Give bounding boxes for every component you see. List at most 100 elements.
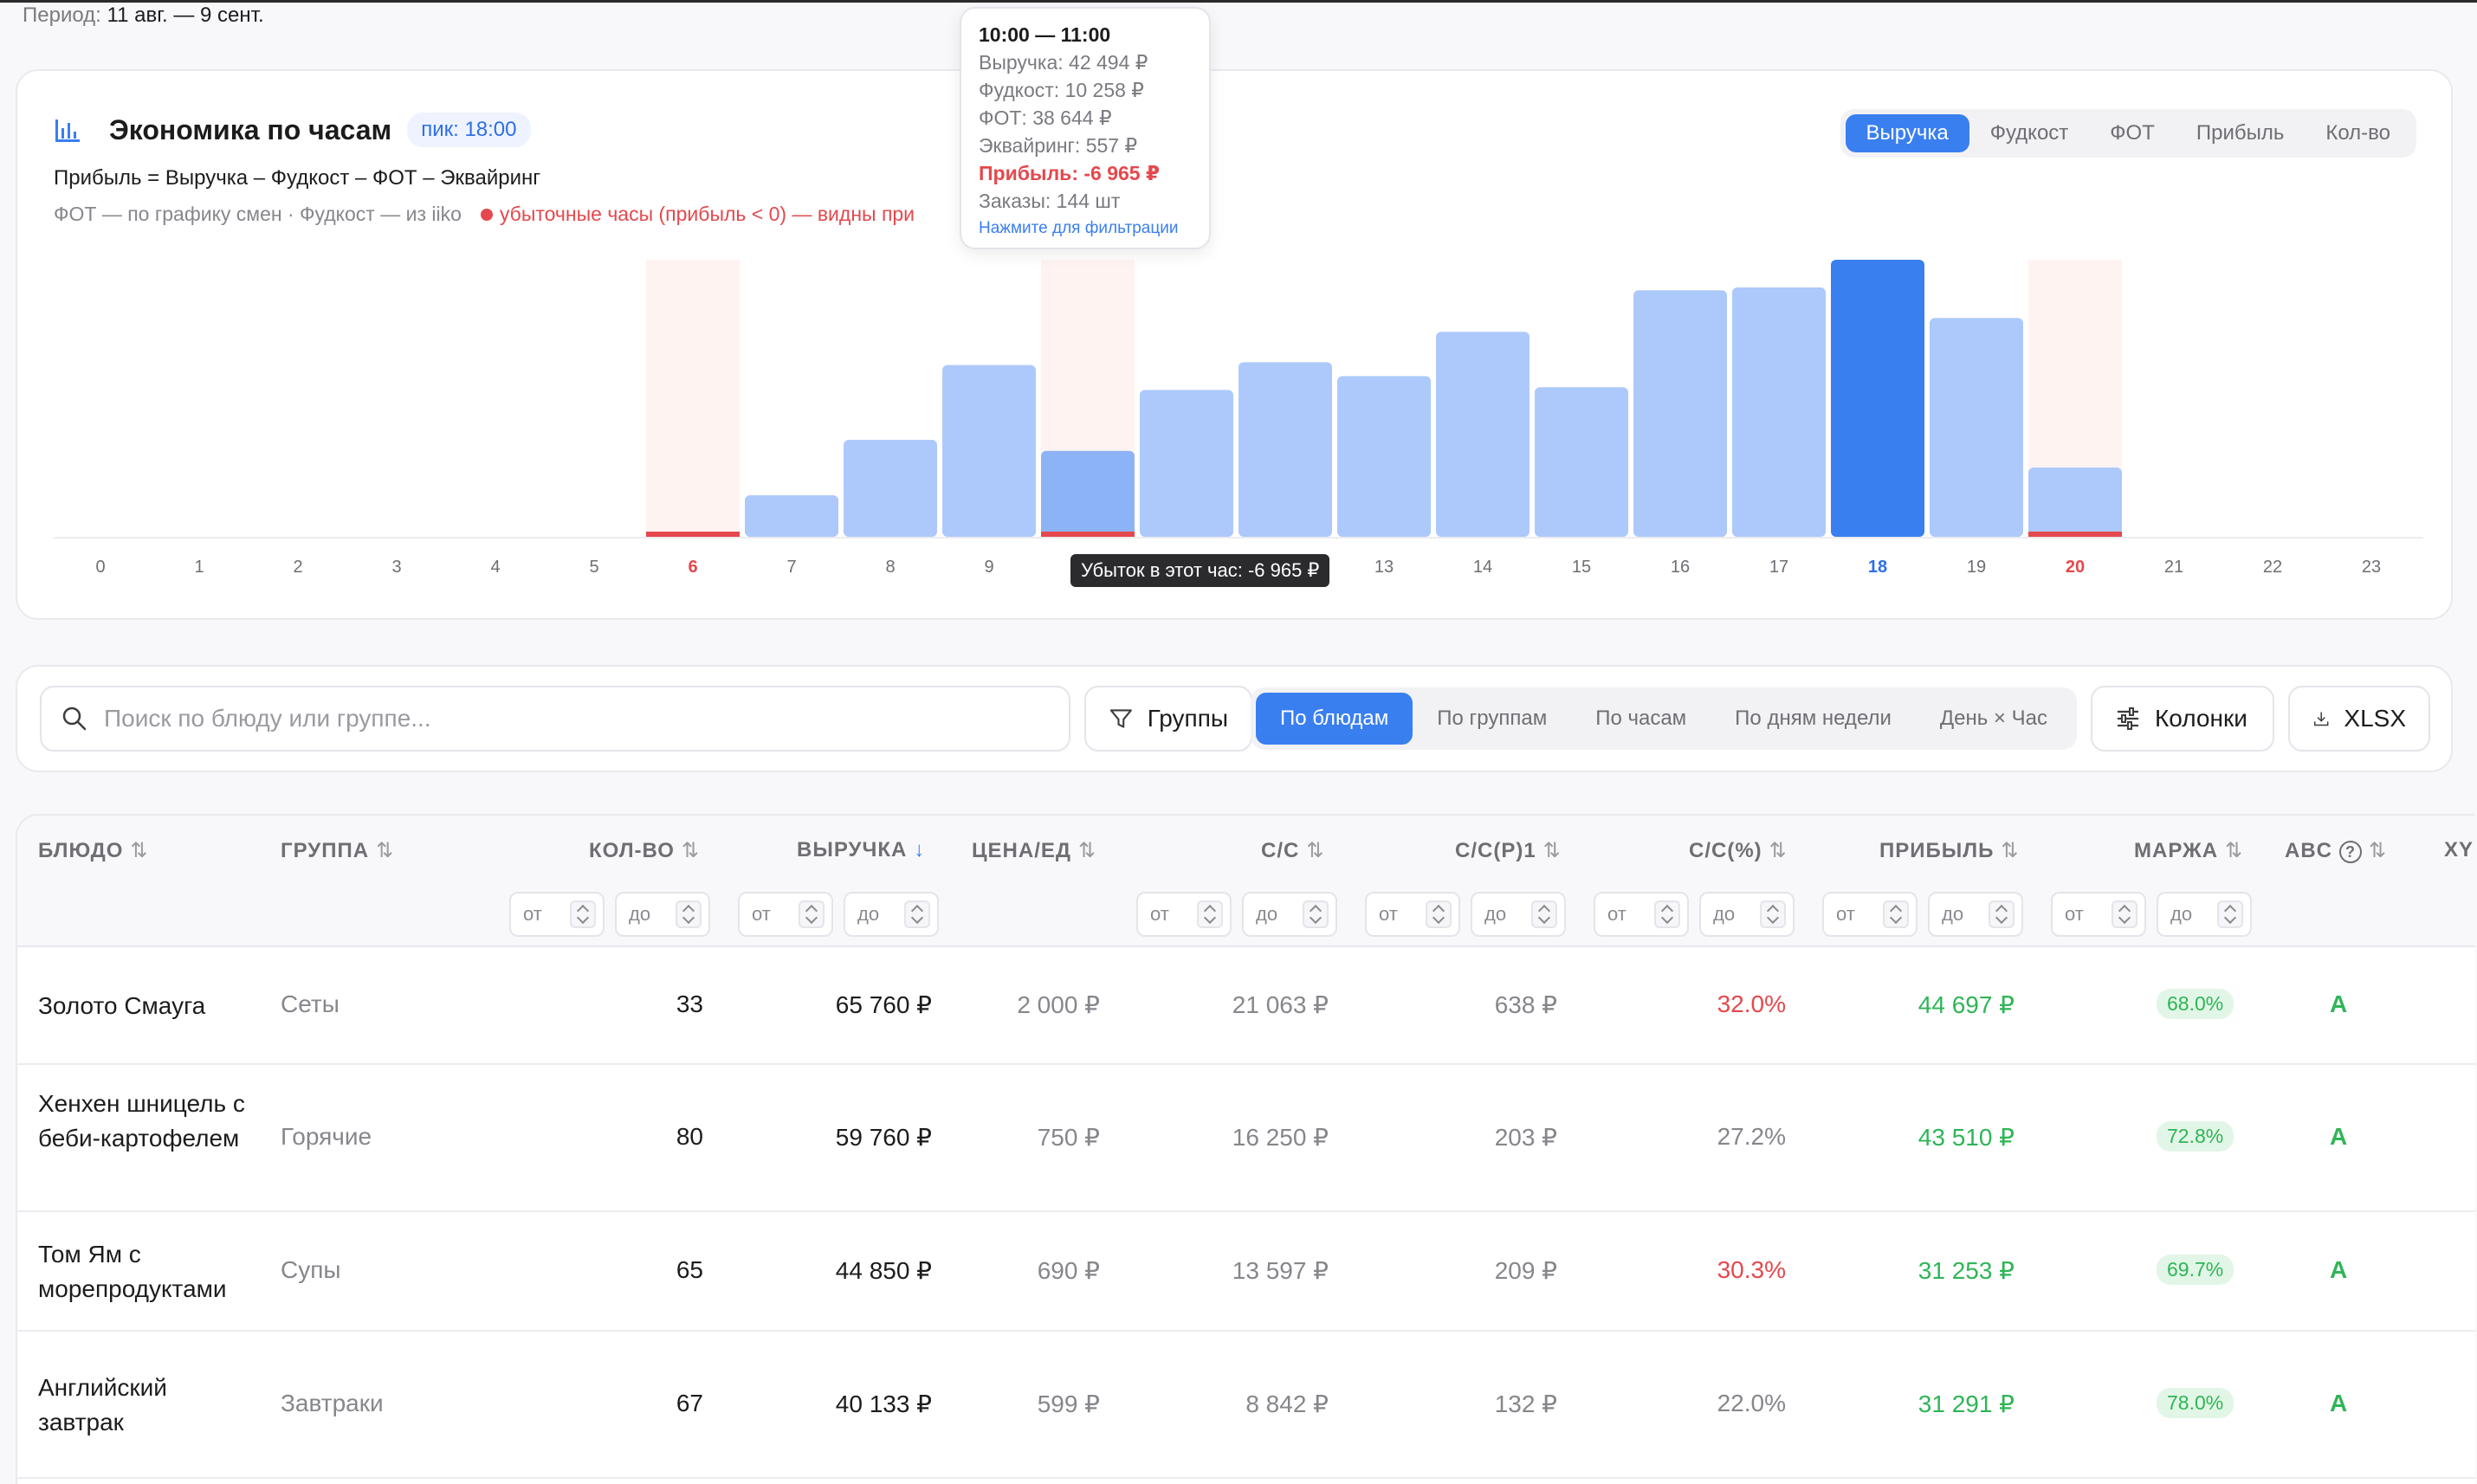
bar-hour-14 [1436, 332, 1530, 537]
search-box[interactable] [40, 686, 1070, 752]
view-tab-3[interactable]: По дням недели [1735, 707, 1892, 730]
stepper-icon[interactable] [1760, 900, 1786, 928]
filter-cost-unit-to[interactable]: до [1471, 892, 1566, 937]
stepper-icon[interactable] [1531, 900, 1557, 928]
search-input[interactable] [104, 701, 1039, 736]
filter-cost-to[interactable]: до [1242, 892, 1337, 937]
window-top-border [0, 0, 2477, 3]
help-icon[interactable]: ? [2339, 841, 2362, 863]
stepper-icon[interactable] [676, 900, 702, 928]
bar-hour-8 [844, 440, 937, 537]
metric-switcher: Выручка Фудкост ФОТ Прибыль Кол-во [1840, 109, 2416, 158]
metric-tab-1[interactable]: Фудкост [1989, 121, 2069, 145]
cell-cost-pct: 32.0% [1717, 990, 1786, 1017]
groups-button[interactable]: Группы [1084, 686, 1252, 752]
col-profit[interactable]: ПРИБЫЛЬ ⇅ [1879, 839, 2020, 862]
stepper-icon[interactable] [2112, 900, 2137, 928]
col-qty[interactable]: КОЛ-ВО ⇅ [589, 839, 701, 862]
hour-label-7: 7 [786, 558, 797, 577]
filter-margin-to[interactable]: до [2157, 892, 2252, 937]
filter-revenue-to[interactable]: до [844, 892, 939, 937]
dishes-table: БЛЮДО ⇅ ГРУППА ⇅ КОЛ-ВО ⇅ ВЫРУЧКА ↓ ЦЕНА/ЕД ⇅… [16, 814, 2475, 1484]
table-row[interactable]: Хенхен шницель с беби-картофелем Горячие 8… [17, 1065, 2475, 1212]
cell-qty: 67 [676, 1390, 703, 1416]
export-xlsx-button[interactable]: XLSX [2288, 686, 2430, 752]
hour-label-9: 9 [984, 558, 994, 577]
hour-label-1: 1 [194, 558, 204, 577]
table-row[interactable]: Том Ям с морепродуктами Супы 65 44 850 ₽ 690… [17, 1212, 2475, 1332]
col-abc[interactable]: ABC? ⇅ [2285, 839, 2388, 863]
hour-label-17: 17 [1769, 558, 1789, 577]
period-caption: Период: [23, 3, 101, 27]
stepper-icon[interactable] [1426, 900, 1452, 928]
chart-note: ФОТ — по графику смен · Фудкост — из iik… [54, 203, 915, 226]
cell-dish: Английский завтрак [38, 1374, 167, 1436]
hour-label-21: 21 [2163, 558, 2184, 577]
tooltip-payroll: ФОТ: 38 644 ₽ [979, 106, 1112, 129]
col-cost-pct[interactable]: С/С(%) ⇅ [1689, 839, 1788, 862]
stepper-icon[interactable] [1654, 900, 1680, 928]
columns-button[interactable]: Колонки [2091, 686, 2274, 752]
stepper-icon[interactable] [570, 900, 596, 928]
view-tab-4[interactable]: День × Час [1939, 707, 2047, 730]
view-tab-1[interactable]: По группам [1437, 707, 1548, 730]
stepper-icon[interactable] [1303, 900, 1329, 928]
filter-profit-from[interactable]: от [1822, 892, 1918, 937]
col-price[interactable]: ЦЕНА/ЕД ⇅ [972, 839, 1097, 862]
chart-note-loss: убыточные часы (прибыль < 0) — видны при [499, 203, 915, 225]
peak-badge: пик: 18:00 [407, 113, 531, 147]
view-tab-2[interactable]: По часам [1595, 707, 1687, 730]
hourly-bar-chart [54, 260, 2423, 539]
filter-revenue-from[interactable]: от [738, 892, 833, 937]
filter-qty-from[interactable]: от [509, 892, 605, 937]
col-revenue[interactable]: ВЫРУЧКА ↓ [797, 838, 926, 861]
bar-hour-11 [1140, 390, 1233, 537]
hour-label-16: 16 [1670, 558, 1691, 577]
bar-hour-18 [1831, 260, 1924, 537]
cell-qty: 80 [676, 1123, 703, 1150]
filter-cost-pct-to[interactable]: до [1699, 892, 1795, 937]
stepper-icon[interactable] [2217, 900, 2243, 928]
stepper-icon[interactable] [799, 900, 825, 928]
tooltip-filter-link[interactable]: Нажмите для фильтрации [979, 219, 1179, 237]
cell-margin-badge: 68.0% [2157, 989, 2234, 1019]
col-margin[interactable]: МАРЖА ⇅ [2134, 839, 2244, 862]
filter-cost-from[interactable]: от [1136, 892, 1232, 937]
hour-label-18: 18 [1867, 558, 1888, 577]
download-icon [2313, 712, 2329, 726]
table-row[interactable]: Золото Смауга Сеты 33 65 760 ₽ 2 000 ₽ 21 063… [17, 947, 2475, 1065]
bar-hour-17 [1732, 287, 1826, 537]
filter-profit-to[interactable]: до [1928, 892, 2023, 937]
filter-cost-pct-from[interactable]: от [1594, 892, 1689, 937]
loss-marker-10 [1041, 532, 1135, 537]
stepper-icon[interactable] [1989, 900, 2015, 928]
col-cost[interactable]: С/С ⇅ [1261, 839, 1325, 862]
hour-label-3: 3 [391, 558, 402, 577]
sliders-icon [2118, 707, 2138, 730]
filter-qty-to[interactable]: до [615, 892, 710, 937]
metric-tab-2[interactable]: ФОТ [2110, 121, 2155, 145]
cell-cost: 13 597 ₽ [1232, 1257, 1329, 1284]
cell-margin-badge: 72.8% [2157, 1121, 2234, 1152]
filter-cost-unit-from[interactable]: от [1365, 892, 1460, 937]
stepper-icon[interactable] [1197, 900, 1223, 928]
table-row[interactable]: Английский завтрак Завтраки 67 40 133 ₽ 599 … [17, 1332, 2475, 1479]
metric-tab-3[interactable]: Прибыль [2196, 121, 2285, 145]
stepper-icon[interactable] [1883, 900, 1909, 928]
filter-icon [1109, 709, 1132, 728]
bar-hour-20 [2028, 468, 2122, 537]
stepper-icon[interactable] [904, 900, 930, 928]
view-mode-switcher: По блюдам По группам По часам По дням недел… [1251, 687, 2077, 750]
metric-tab-0[interactable]: Выручка [1845, 114, 1969, 152]
hourly-economics-card: Экономика по часам пик: 18:00 Прибыль = … [16, 69, 2453, 620]
metric-tab-4[interactable]: Кол-во [2325, 121, 2390, 145]
view-tab-0[interactable]: По блюдам [1256, 693, 1413, 745]
export-button-label: XLSX [2344, 705, 2406, 732]
cell-group: Завтраки [281, 1390, 384, 1416]
col-dish[interactable]: БЛЮДО ⇅ [38, 839, 149, 862]
col-xyz[interactable]: XY [2444, 838, 2474, 861]
col-cost-unit[interactable]: С/С(Р)1 ⇅ [1455, 839, 1562, 862]
col-group[interactable]: ГРУППА ⇅ [281, 839, 395, 862]
filter-margin-from[interactable]: от [2051, 892, 2146, 937]
cell-group: Горячие [281, 1123, 372, 1150]
